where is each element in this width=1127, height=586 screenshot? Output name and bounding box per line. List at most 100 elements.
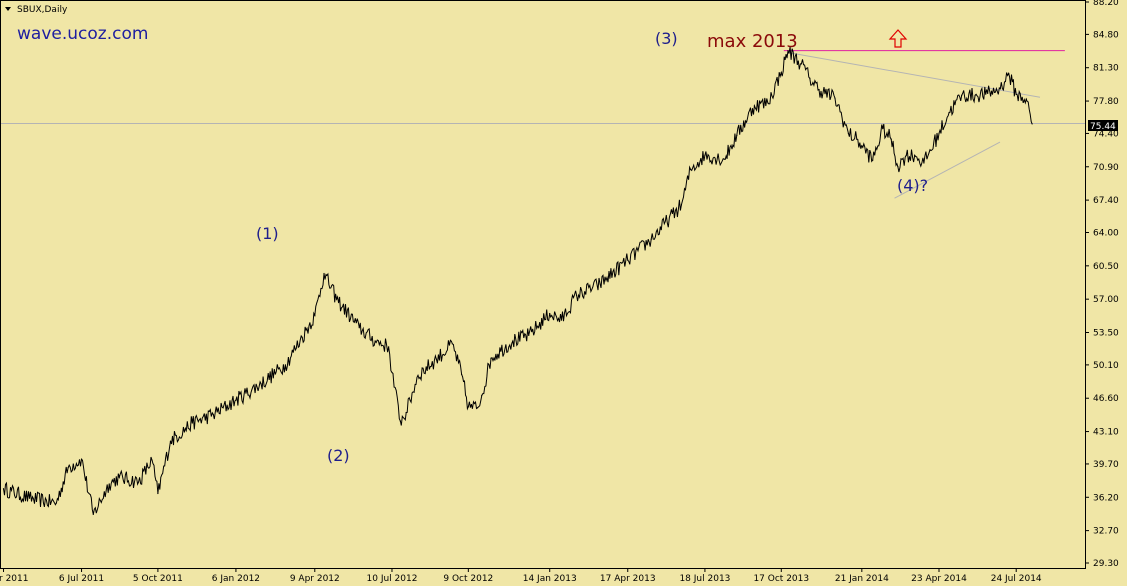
x-tick-label: 10 Jul 2012 — [367, 574, 418, 584]
x-tick-label: 23 Apr 2014 — [911, 574, 967, 584]
price-point — [999, 88, 1001, 90]
upper-trendline — [787, 51, 1041, 98]
y-tick-label: 64.00 — [1093, 228, 1119, 238]
price-point — [481, 394, 483, 396]
price-point — [301, 336, 303, 338]
max-2013-label: max 2013 — [707, 31, 798, 52]
price-point — [650, 238, 652, 240]
wave-1-label: (1) — [256, 224, 279, 243]
y-tick-label: 67.40 — [1093, 196, 1119, 206]
price-point — [137, 481, 140, 483]
price-point — [405, 411, 407, 414]
price-point — [417, 374, 419, 376]
wave-4-label: (4)? — [897, 176, 928, 195]
y-tick-label: 50.10 — [1093, 361, 1119, 371]
lower-trendline — [894, 141, 1001, 199]
price-point — [948, 111, 950, 114]
y-tick-label: 81.30 — [1093, 64, 1119, 74]
price-point — [212, 413, 214, 416]
price-point — [435, 358, 438, 360]
price-point — [704, 154, 706, 156]
y-tick-label: 88.20 — [1093, 0, 1119, 8]
price-point — [467, 406, 469, 408]
price-point — [723, 158, 725, 160]
price-point — [461, 373, 463, 376]
price-point — [1015, 93, 1017, 95]
price-point — [575, 294, 578, 296]
price-point — [834, 97, 836, 99]
y-tick-label: 70.90 — [1093, 163, 1119, 173]
x-tick-label: 17 Apr 2013 — [600, 574, 656, 584]
x-tick-label: 9 Apr 2012 — [290, 574, 340, 584]
arrow-up-icon — [888, 29, 908, 48]
price-point — [1025, 98, 1027, 100]
price-point — [490, 357, 492, 359]
wave-3-label: (3) — [655, 29, 678, 48]
price-point — [191, 422, 193, 424]
price-point — [512, 340, 514, 342]
price-point — [690, 169, 692, 171]
price-point — [92, 513, 94, 516]
x-tick-label: 21 Jan 2014 — [835, 574, 889, 584]
y-tick-label: 53.50 — [1093, 329, 1119, 339]
price-point — [872, 159, 874, 161]
price-point — [391, 371, 393, 374]
price-point — [549, 312, 551, 315]
price-point — [235, 399, 237, 401]
price-point — [809, 77, 811, 79]
y-tick-label: 84.80 — [1093, 30, 1119, 40]
plot-frame — [0, 0, 1086, 569]
price-point — [680, 204, 683, 206]
price-point — [28, 497, 31, 499]
price-point — [938, 132, 940, 135]
price-point — [627, 259, 629, 261]
price-point — [800, 63, 803, 65]
price-point — [314, 314, 316, 316]
price-point — [336, 298, 338, 300]
price-point — [818, 89, 820, 91]
price-point — [961, 94, 963, 96]
price-point — [905, 154, 907, 156]
y-tick-label: 60.50 — [1093, 262, 1119, 272]
price-point — [856, 138, 858, 140]
price-point — [323, 272, 325, 275]
price-point — [560, 319, 563, 321]
price-point — [767, 102, 769, 104]
price-point — [476, 407, 479, 409]
triangle-down-icon[interactable] — [5, 7, 11, 11]
price-point — [882, 128, 884, 130]
price-point — [399, 420, 401, 422]
price-point — [157, 492, 159, 495]
y-tick-label: 29.30 — [1093, 559, 1119, 569]
price-point — [374, 340, 376, 342]
y-tick-label: 57.00 — [1093, 295, 1119, 305]
price-point — [736, 134, 738, 136]
price-point — [1031, 123, 1033, 125]
price-point — [890, 138, 892, 140]
x-tick-label: 5 Oct 2011 — [133, 574, 183, 584]
y-tick-label: 77.80 — [1093, 97, 1119, 107]
price-point — [923, 162, 925, 164]
y-axis: 88.20 84.80 81.30 77.80 74.40 70.90 67.40 64.00… — [1085, 0, 1119, 569]
price-point — [861, 145, 863, 147]
x-tick-label: 6 Jul 2011 — [59, 574, 104, 584]
brand-text: wave.ucoz.com — [17, 24, 148, 44]
price-point — [987, 92, 989, 95]
wave-2-label: (2) — [327, 446, 350, 465]
x-tick-label: 17 Oct 2013 — [753, 574, 809, 584]
price-point — [151, 459, 153, 461]
current-price-box — [1088, 120, 1118, 131]
x-tick-label: 24 Jul 2014 — [991, 574, 1042, 584]
price-series — [2, 46, 1033, 516]
price-point — [118, 476, 120, 478]
price-point — [388, 346, 390, 348]
y-tick-label: 43.10 — [1093, 428, 1119, 438]
x-tick-label: 6 Jan 2012 — [212, 574, 260, 584]
y-tick-label: 32.70 — [1093, 527, 1119, 537]
price-point — [169, 440, 172, 442]
price-point — [787, 49, 789, 52]
price-point — [847, 132, 849, 135]
y-tick-label: 46.60 — [1093, 394, 1119, 404]
